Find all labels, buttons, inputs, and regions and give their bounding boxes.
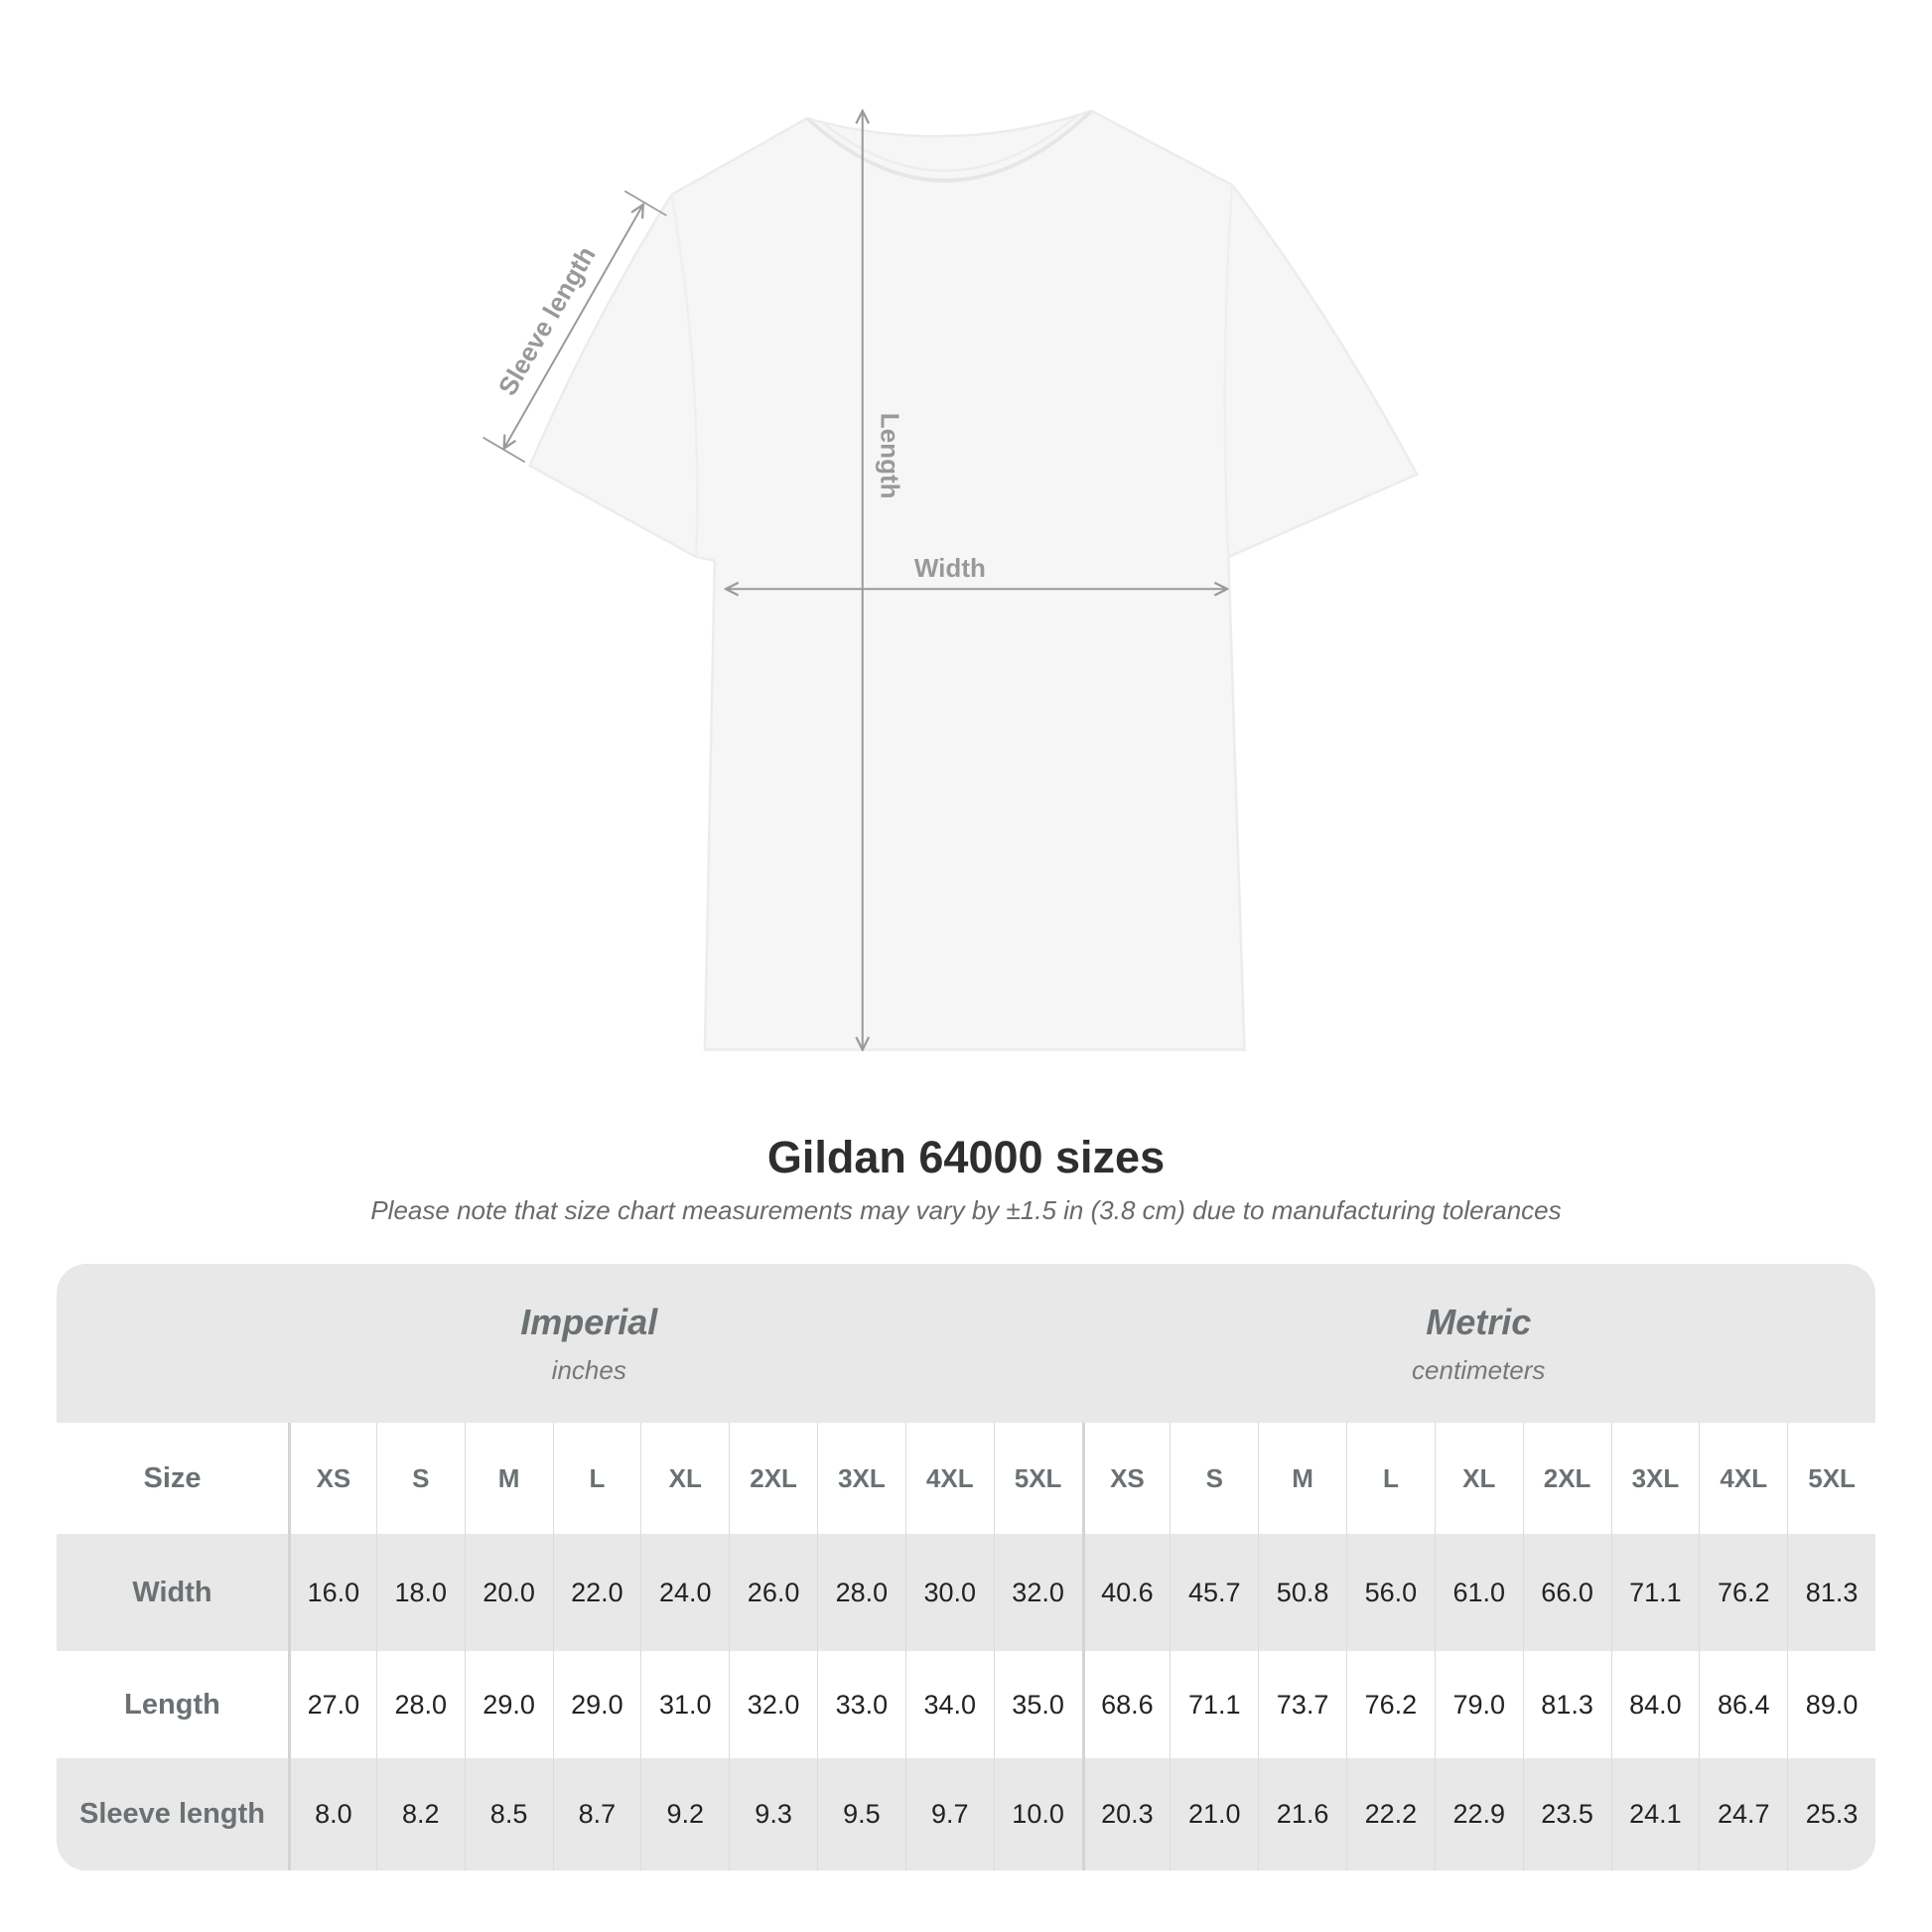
table-cell: 71.1 [1610, 1534, 1700, 1651]
table-cell: 23.5 [1522, 1758, 1611, 1870]
page-title: Gildan 64000 sizes [766, 1132, 1166, 1182]
table-cell: 24.0 [640, 1534, 730, 1651]
size-header-imperial-m: M [464, 1423, 553, 1534]
metric-header: Metric centimeters [1082, 1264, 1876, 1423]
table-cell: 66.0 [1522, 1534, 1611, 1651]
table-cell: 31.0 [640, 1651, 730, 1758]
table-cell: 29.0 [552, 1651, 641, 1758]
table-cell: 22.0 [552, 1534, 641, 1651]
size-row-label: Size [57, 1423, 288, 1534]
table-cell: 26.0 [729, 1534, 817, 1651]
size-header-imperial-l: L [552, 1423, 641, 1534]
table-cell: 34.0 [904, 1651, 994, 1758]
table-cell: 27.0 [288, 1651, 376, 1758]
table-cell: 76.2 [1699, 1534, 1788, 1651]
size-header-imperial-5xl: 5XL [993, 1423, 1082, 1534]
table-cell: 8.7 [552, 1758, 641, 1870]
size-header-metric-5xl: 5XL [1787, 1423, 1875, 1534]
table-cell: 21.0 [1170, 1758, 1259, 1870]
table-cell: 84.0 [1610, 1651, 1700, 1758]
size-header-metric-4xl: 4XL [1699, 1423, 1788, 1534]
size-header-imperial-3xl: 3XL [817, 1423, 905, 1534]
size-header-imperial-s: S [375, 1423, 465, 1534]
table-cell: 35.0 [993, 1651, 1082, 1758]
table-cell: 9.7 [904, 1758, 994, 1870]
table-cell: 50.8 [1258, 1534, 1346, 1651]
imperial-header: Imperial inches [57, 1264, 1082, 1423]
sleeve-tick [623, 190, 667, 216]
table-cell: 8.2 [375, 1758, 465, 1870]
table-cell: 76.2 [1346, 1651, 1435, 1758]
size-header-metric-2xl: 2XL [1522, 1423, 1611, 1534]
size-header-metric-l: L [1346, 1423, 1435, 1534]
metric-title: Metric [1426, 1301, 1532, 1342]
size-chart-table: Imperial inches Metric centimeters Size X… [57, 1264, 1875, 1870]
table-cell: 89.0 [1787, 1651, 1875, 1758]
row-label-width: Width [57, 1534, 288, 1651]
size-header-metric-s: S [1170, 1423, 1259, 1534]
table-cell: 24.1 [1610, 1758, 1700, 1870]
table-cell: 28.0 [817, 1534, 905, 1651]
table-cell: 32.0 [729, 1651, 817, 1758]
table-cell: 9.3 [729, 1758, 817, 1870]
table-cell: 71.1 [1170, 1651, 1259, 1758]
table-cell: 10.0 [993, 1758, 1082, 1870]
row-label-sleeve-length: Sleeve length [57, 1758, 288, 1870]
length-label: Length [875, 413, 904, 499]
table-cell: 81.3 [1787, 1534, 1875, 1651]
table-cell: 61.0 [1434, 1534, 1523, 1651]
table-cell: 20.0 [464, 1534, 553, 1651]
table-cell: 68.6 [1081, 1651, 1171, 1758]
table-cell: 86.4 [1699, 1651, 1788, 1758]
table-cell: 22.9 [1434, 1758, 1523, 1870]
size-header-metric-xs: XS [1081, 1423, 1171, 1534]
sleeve-tick [483, 436, 526, 464]
table-cell: 79.0 [1434, 1651, 1523, 1758]
table-cell: 25.3 [1787, 1758, 1875, 1870]
table-cell: 24.7 [1699, 1758, 1788, 1870]
table-cell: 30.0 [904, 1534, 994, 1651]
table-cell: 28.0 [375, 1651, 465, 1758]
size-header-metric-3xl: 3XL [1610, 1423, 1700, 1534]
table-cell: 81.3 [1522, 1651, 1611, 1758]
table-cell: 40.6 [1081, 1534, 1171, 1651]
table-cell: 33.0 [817, 1651, 905, 1758]
table-cell: 21.6 [1258, 1758, 1346, 1870]
row-label-length: Length [57, 1651, 288, 1758]
table-cell: 29.0 [464, 1651, 553, 1758]
size-header-imperial-2xl: 2XL [729, 1423, 817, 1534]
table-cell: 8.0 [288, 1758, 376, 1870]
table-cell: 9.5 [817, 1758, 905, 1870]
table-cell: 18.0 [375, 1534, 465, 1651]
tolerance-note: Please note that size chart measurements… [370, 1195, 1562, 1225]
table-cell: 32.0 [993, 1534, 1082, 1651]
size-header-imperial-xs: XS [288, 1423, 376, 1534]
size-header-metric-m: M [1258, 1423, 1346, 1534]
table-cell: 45.7 [1170, 1534, 1259, 1651]
sleeve-length-arrow [504, 205, 643, 449]
table-cell: 56.0 [1346, 1534, 1435, 1651]
table-cell: 8.5 [464, 1758, 553, 1870]
imperial-title: Imperial [520, 1301, 658, 1342]
size-header-metric-xl: XL [1434, 1423, 1523, 1534]
imperial-unit: inches [551, 1354, 626, 1385]
size-header-imperial-xl: XL [640, 1423, 730, 1534]
table-cell: 9.2 [640, 1758, 730, 1870]
table-cell: 16.0 [288, 1534, 376, 1651]
width-label: Width [914, 553, 986, 583]
size-header-imperial-4xl: 4XL [904, 1423, 994, 1534]
table-cell: 22.2 [1346, 1758, 1435, 1870]
table-cell: 73.7 [1258, 1651, 1346, 1758]
metric-unit: centimeters [1412, 1354, 1546, 1385]
table-cell: 20.3 [1081, 1758, 1171, 1870]
